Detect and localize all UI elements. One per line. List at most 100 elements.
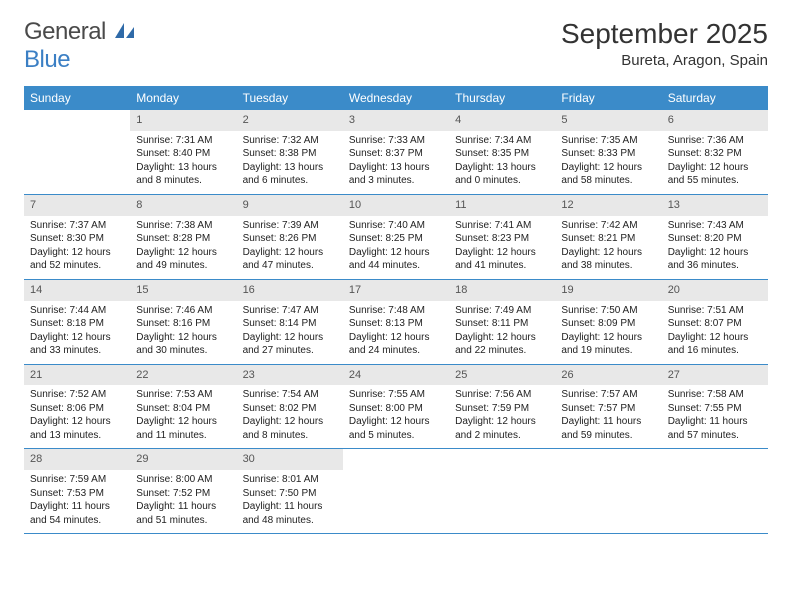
daylight-line: Daylight: 12 hours and 38 minutes. [561,246,655,273]
daylight-line: Daylight: 11 hours and 54 minutes. [30,500,124,527]
week-row: 7Sunrise: 7:37 AMSunset: 8:30 PMDaylight… [24,195,768,280]
day-body: Sunrise: 7:32 AMSunset: 8:38 PMDaylight:… [237,131,343,194]
day-number: 1 [130,110,236,131]
calendar-page: General Blue September 2025 Bureta, Arag… [0,0,792,552]
day-number: 20 [662,280,768,301]
logo-word2: Blue [24,46,70,73]
sunrise-line: Sunrise: 7:39 AM [243,219,337,233]
day-cell: 30Sunrise: 8:01 AMSunset: 7:50 PMDayligh… [237,449,343,533]
sunset-line: Sunset: 8:18 PM [30,317,124,331]
sunrise-line: Sunrise: 7:46 AM [136,304,230,318]
daylight-line: Daylight: 12 hours and 47 minutes. [243,246,337,273]
sunrise-line: Sunrise: 8:01 AM [243,473,337,487]
day-body: Sunrise: 7:43 AMSunset: 8:20 PMDaylight:… [662,216,768,279]
sunset-line: Sunset: 8:00 PM [349,402,443,416]
sunset-line: Sunset: 8:13 PM [349,317,443,331]
day-number: 16 [237,280,343,301]
daylight-line: Daylight: 13 hours and 6 minutes. [243,161,337,188]
weeks-container: . 1Sunrise: 7:31 AMSunset: 8:40 PMDayligh… [24,110,768,534]
day-number: 25 [449,365,555,386]
daylight-line: Daylight: 12 hours and 52 minutes. [30,246,124,273]
day-cell: 3Sunrise: 7:33 AMSunset: 8:37 PMDaylight… [343,110,449,194]
day-cell: 29Sunrise: 8:00 AMSunset: 7:52 PMDayligh… [130,449,236,533]
day-number: 19 [555,280,661,301]
daylight-line: Daylight: 11 hours and 59 minutes. [561,415,655,442]
day-cell: 28Sunrise: 7:59 AMSunset: 7:53 PMDayligh… [24,449,130,533]
day-body: Sunrise: 7:37 AMSunset: 8:30 PMDaylight:… [24,216,130,279]
day-number: 17 [343,280,449,301]
weekday-header-cell: Wednesday [343,86,449,110]
daylight-line: Daylight: 12 hours and 16 minutes. [668,331,762,358]
day-number: 3 [343,110,449,131]
day-cell: 2Sunrise: 7:32 AMSunset: 8:38 PMDaylight… [237,110,343,194]
sunset-line: Sunset: 8:11 PM [455,317,549,331]
day-cell: 16Sunrise: 7:47 AMSunset: 8:14 PMDayligh… [237,280,343,364]
day-body: Sunrise: 7:48 AMSunset: 8:13 PMDaylight:… [343,301,449,364]
day-cell: 25Sunrise: 7:56 AMSunset: 7:59 PMDayligh… [449,365,555,449]
sunset-line: Sunset: 8:35 PM [455,147,549,161]
weekday-header-cell: Sunday [24,86,130,110]
day-body: Sunrise: 7:55 AMSunset: 8:00 PMDaylight:… [343,385,449,448]
daylight-line: Daylight: 12 hours and 8 minutes. [243,415,337,442]
sunset-line: Sunset: 8:23 PM [455,232,549,246]
day-body: Sunrise: 7:46 AMSunset: 8:16 PMDaylight:… [130,301,236,364]
day-body: Sunrise: 7:59 AMSunset: 7:53 PMDaylight:… [24,470,130,533]
sunset-line: Sunset: 8:33 PM [561,147,655,161]
sunrise-line: Sunrise: 7:52 AM [30,388,124,402]
sunrise-line: Sunrise: 7:44 AM [30,304,124,318]
daylight-line: Daylight: 12 hours and 33 minutes. [30,331,124,358]
day-number: 28 [24,449,130,470]
daylight-line: Daylight: 12 hours and 5 minutes. [349,415,443,442]
day-body: Sunrise: 7:51 AMSunset: 8:07 PMDaylight:… [662,301,768,364]
sunset-line: Sunset: 8:28 PM [136,232,230,246]
month-title: September 2025 [561,18,768,50]
location: Bureta, Aragon, Spain [561,52,768,69]
sunrise-line: Sunrise: 8:00 AM [136,473,230,487]
day-number: 15 [130,280,236,301]
sunrise-line: Sunrise: 7:59 AM [30,473,124,487]
day-body: Sunrise: 7:57 AMSunset: 7:57 PMDaylight:… [555,385,661,448]
day-body: Sunrise: 7:35 AMSunset: 8:33 PMDaylight:… [555,131,661,194]
week-row: .1Sunrise: 7:31 AMSunset: 8:40 PMDayligh… [24,110,768,195]
day-cell: 14Sunrise: 7:44 AMSunset: 8:18 PMDayligh… [24,280,130,364]
daylight-line: Daylight: 13 hours and 0 minutes. [455,161,549,188]
sunrise-line: Sunrise: 7:48 AM [349,304,443,318]
day-cell: 13Sunrise: 7:43 AMSunset: 8:20 PMDayligh… [662,195,768,279]
sunrise-line: Sunrise: 7:38 AM [136,219,230,233]
sunset-line: Sunset: 8:38 PM [243,147,337,161]
logo-sail-icon [115,18,135,45]
sunrise-line: Sunrise: 7:49 AM [455,304,549,318]
day-body: Sunrise: 7:39 AMSunset: 8:26 PMDaylight:… [237,216,343,279]
day-cell: 9Sunrise: 7:39 AMSunset: 8:26 PMDaylight… [237,195,343,279]
day-number: 29 [130,449,236,470]
day-number: 27 [662,365,768,386]
daylight-line: Daylight: 12 hours and 2 minutes. [455,415,549,442]
day-body: Sunrise: 8:01 AMSunset: 7:50 PMDaylight:… [237,470,343,533]
logo-word1: General [24,18,106,45]
day-number: 18 [449,280,555,301]
day-body: Sunrise: 7:44 AMSunset: 8:18 PMDaylight:… [24,301,130,364]
day-cell: . [555,449,661,533]
sunrise-line: Sunrise: 7:41 AM [455,219,549,233]
weekday-header-cell: Tuesday [237,86,343,110]
sunset-line: Sunset: 8:14 PM [243,317,337,331]
sunrise-line: Sunrise: 7:33 AM [349,134,443,148]
week-row: 28Sunrise: 7:59 AMSunset: 7:53 PMDayligh… [24,449,768,534]
weekday-header-cell: Friday [555,86,661,110]
sunrise-line: Sunrise: 7:54 AM [243,388,337,402]
day-cell: . [662,449,768,533]
day-cell: 26Sunrise: 7:57 AMSunset: 7:57 PMDayligh… [555,365,661,449]
day-number: 9 [237,195,343,216]
sunrise-line: Sunrise: 7:42 AM [561,219,655,233]
title-block: September 2025 Bureta, Aragon, Spain [561,18,768,69]
sunrise-line: Sunrise: 7:43 AM [668,219,762,233]
sunset-line: Sunset: 7:52 PM [136,487,230,501]
day-number: 13 [662,195,768,216]
day-body: Sunrise: 7:58 AMSunset: 7:55 PMDaylight:… [662,385,768,448]
daylight-line: Daylight: 12 hours and 11 minutes. [136,415,230,442]
day-body: Sunrise: 8:00 AMSunset: 7:52 PMDaylight:… [130,470,236,533]
sunset-line: Sunset: 8:26 PM [243,232,337,246]
day-cell: 1Sunrise: 7:31 AMSunset: 8:40 PMDaylight… [130,110,236,194]
daylight-line: Daylight: 12 hours and 55 minutes. [668,161,762,188]
day-cell: 8Sunrise: 7:38 AMSunset: 8:28 PMDaylight… [130,195,236,279]
